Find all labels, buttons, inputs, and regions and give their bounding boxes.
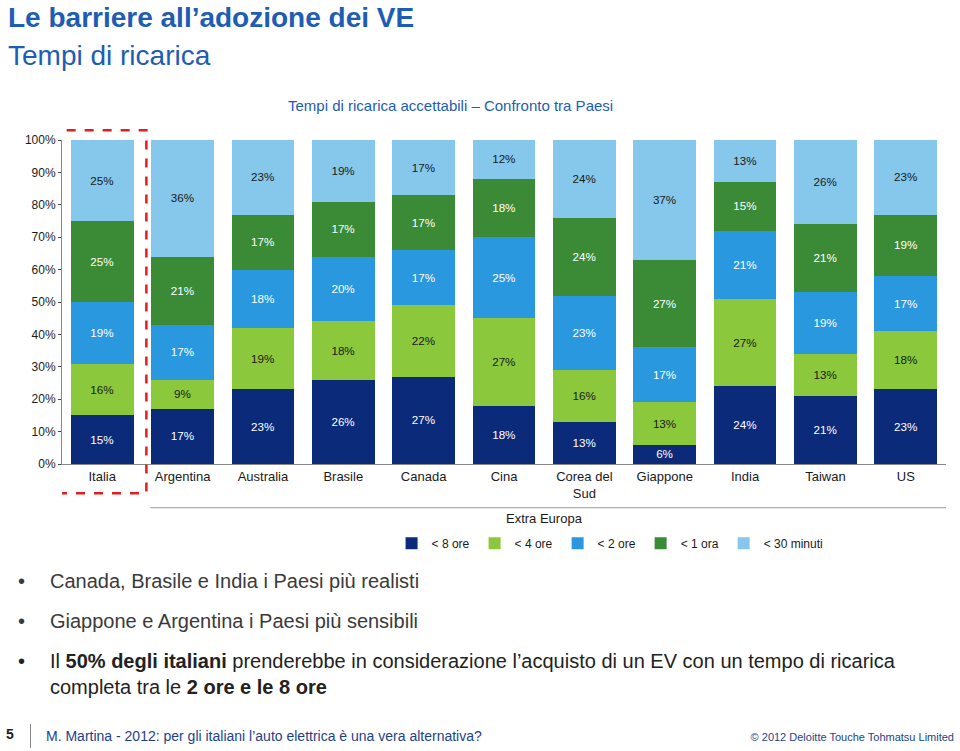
svg-text:50%: 50%	[32, 295, 56, 309]
svg-text:24%: 24%	[573, 172, 596, 185]
svg-text:21%: 21%	[814, 251, 837, 264]
svg-text:13%: 13%	[653, 417, 676, 430]
svg-text:23%: 23%	[894, 420, 917, 433]
svg-text:9%: 9%	[174, 387, 191, 400]
svg-text:37%: 37%	[653, 193, 676, 206]
svg-text:30%: 30%	[32, 360, 56, 374]
svg-text:17%: 17%	[412, 216, 435, 229]
svg-text:17%: 17%	[251, 235, 274, 248]
html-text:Tempi di ricarica: Tempi di ricarica	[8, 40, 211, 71]
svg-text:23%: 23%	[573, 326, 596, 339]
svg-text:Corea delSud: Corea delSud	[556, 469, 612, 501]
svg-text:17%: 17%	[653, 368, 676, 381]
html-text:Le barriere all’adozione dei V: Le barriere all’adozione dei VE	[8, 2, 415, 33]
svg-text:< 1 ora: < 1 ora	[681, 537, 719, 551]
svg-text:60%: 60%	[32, 263, 56, 277]
svg-text:23%: 23%	[251, 170, 274, 183]
svg-text:15%: 15%	[90, 433, 113, 446]
svg-text:< 4 ore: < 4 ore	[515, 537, 553, 551]
svg-text:80%: 80%	[32, 198, 56, 212]
svg-text:17%: 17%	[894, 297, 917, 310]
svg-text:19%: 19%	[331, 164, 354, 177]
svg-text:Brasile: Brasile	[323, 469, 363, 484]
svg-text:Tempi di ricarica accettabili: Tempi di ricarica accettabili – Confront…	[288, 97, 613, 114]
svg-text:90%: 90%	[32, 166, 56, 180]
svg-text:70%: 70%	[32, 230, 56, 244]
svg-text:20%: 20%	[331, 282, 354, 295]
svg-text:25%: 25%	[90, 255, 113, 268]
svg-text:23%: 23%	[251, 420, 274, 433]
svg-text:US: US	[897, 469, 915, 484]
svg-text:0%: 0%	[38, 457, 56, 471]
html-text:Giappone e Argentina i Paesi p: Giappone e Argentina i Paesi più sensibi…	[50, 610, 418, 632]
svg-text:27%: 27%	[733, 336, 756, 349]
svg-text:< 8 ore: < 8 ore	[432, 537, 470, 551]
svg-text:25%: 25%	[492, 271, 515, 284]
svg-text:10%: 10%	[32, 425, 56, 439]
svg-text:20%: 20%	[32, 392, 56, 406]
svg-text:19%: 19%	[251, 352, 274, 365]
svg-text:Canada: Canada	[401, 469, 447, 484]
svg-text:24%: 24%	[573, 250, 596, 263]
svg-text:25%: 25%	[90, 174, 113, 187]
svg-text:24%: 24%	[733, 418, 756, 431]
svg-text:18%: 18%	[492, 201, 515, 214]
svg-text:16%: 16%	[573, 389, 596, 402]
html-text:Canada, Brasile e India i Paes: Canada, Brasile e India i Paesi più real…	[50, 570, 420, 592]
svg-text:36%: 36%	[171, 191, 194, 204]
html-text:© 2012 Deloitte Touche Tohmats: © 2012 Deloitte Touche Tohmatsu Limited	[750, 731, 954, 743]
html-text:M. Martina - 2012: per gli ita: M. Martina - 2012: per gli italiani l’au…	[46, 728, 482, 744]
svg-text:17%: 17%	[171, 345, 194, 358]
svg-text:Australia: Australia	[238, 469, 289, 484]
svg-text:19%: 19%	[814, 316, 837, 329]
svg-text:17%: 17%	[412, 271, 435, 284]
html-text:5: 5	[6, 726, 14, 742]
svg-text:Cina: Cina	[491, 469, 519, 484]
svg-text:19%: 19%	[90, 326, 113, 339]
svg-text:18%: 18%	[894, 353, 917, 366]
svg-text:17%: 17%	[331, 222, 354, 235]
svg-text:22%: 22%	[412, 334, 435, 347]
svg-text:27%: 27%	[412, 413, 435, 426]
svg-text:21%: 21%	[733, 258, 756, 271]
svg-text:100%: 100%	[25, 133, 56, 147]
svg-text:India: India	[731, 469, 760, 484]
svg-text:12%: 12%	[492, 152, 515, 165]
svg-text:Extra Europa: Extra Europa	[506, 511, 583, 526]
svg-text:21%: 21%	[814, 423, 837, 436]
svg-text:18%: 18%	[492, 428, 515, 441]
svg-text:Giappone: Giappone	[637, 469, 693, 484]
svg-text:21%: 21%	[171, 284, 194, 297]
svg-text:17%: 17%	[171, 429, 194, 442]
svg-text:15%: 15%	[733, 199, 756, 212]
svg-text:13%: 13%	[814, 368, 837, 381]
svg-text:23%: 23%	[894, 170, 917, 183]
svg-text:26%: 26%	[814, 175, 837, 188]
svg-text:27%: 27%	[492, 355, 515, 368]
svg-text:< 30 minuti: < 30 minuti	[764, 537, 823, 551]
svg-text:18%: 18%	[251, 292, 274, 305]
svg-text:40%: 40%	[32, 328, 56, 342]
svg-text:< 2 ore: < 2 ore	[598, 537, 636, 551]
svg-text:19%: 19%	[894, 238, 917, 251]
svg-text:Argentina: Argentina	[155, 469, 211, 484]
svg-text:13%: 13%	[573, 436, 596, 449]
svg-text:Taiwan: Taiwan	[805, 469, 845, 484]
svg-text:18%: 18%	[331, 344, 354, 357]
svg-text:6%: 6%	[656, 447, 673, 460]
svg-text:16%: 16%	[90, 383, 113, 396]
svg-text:17%: 17%	[412, 161, 435, 174]
svg-text:Italia: Italia	[88, 469, 116, 484]
svg-text:13%: 13%	[733, 154, 756, 167]
svg-text:26%: 26%	[331, 415, 354, 428]
html-text:Il 50% degli italiani prendere: Il 50% degli italiani prenderebbe in con…	[50, 650, 895, 698]
svg-text:27%: 27%	[653, 297, 676, 310]
